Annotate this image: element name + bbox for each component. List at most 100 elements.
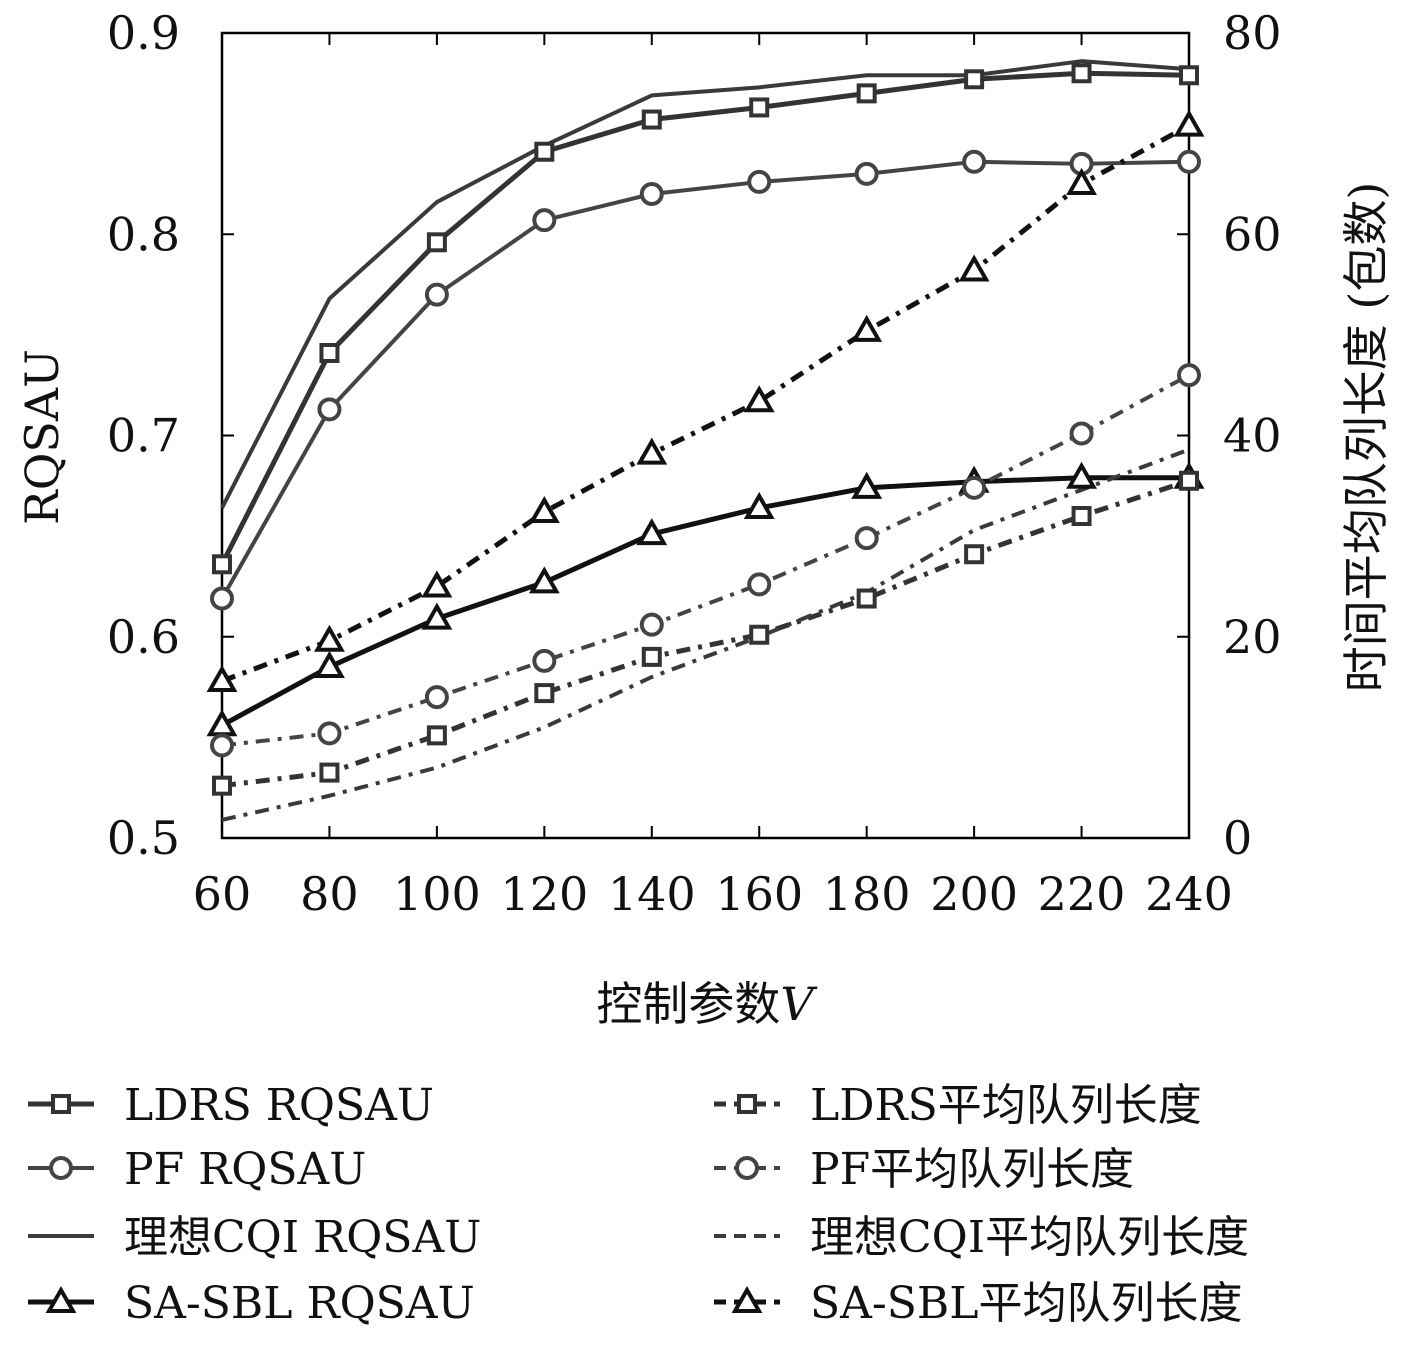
series-line-0 bbox=[219, 70, 1190, 566]
x-tick-label: 160 bbox=[715, 867, 803, 921]
x-axis-title-var: V bbox=[780, 977, 818, 1031]
legend-item: LDRS RQSAU bbox=[28, 1080, 434, 1131]
series-5-point bbox=[424, 685, 449, 710]
series-7-point bbox=[743, 385, 775, 413]
y2-tick-label: 60 bbox=[1223, 207, 1282, 261]
legend-item: 理想CQI RQSAU bbox=[28, 1212, 481, 1263]
legend: LDRS RQSAU PF RQSAU 理想CQI RQSAU SA-SBL RQSA… bbox=[28, 1080, 1249, 1329]
legend-item: SA-SBL平均队列长度 bbox=[714, 1278, 1242, 1329]
series-line-5 bbox=[221, 373, 1190, 748]
y-tick-label: 0.6 bbox=[107, 610, 180, 664]
x-tick-label: 200 bbox=[930, 867, 1018, 921]
legend-item: PF RQSAU bbox=[28, 1144, 366, 1195]
series-3-point bbox=[636, 518, 668, 546]
series-7-point bbox=[636, 437, 668, 465]
series-1-point bbox=[317, 397, 342, 422]
series-0-point bbox=[212, 554, 232, 575]
x-tick-label: 120 bbox=[500, 867, 588, 921]
series-3-point bbox=[528, 566, 560, 594]
series-line-3 bbox=[220, 475, 1189, 728]
series-4-point bbox=[749, 624, 770, 645]
series-0-point bbox=[426, 232, 447, 253]
y2-tick-label: 20 bbox=[1223, 610, 1282, 664]
series-4-point bbox=[426, 725, 447, 746]
series-line-7 bbox=[221, 123, 1191, 684]
series-1-point bbox=[962, 149, 987, 174]
series-1-point bbox=[1177, 149, 1201, 174]
y2-tick-label: 0 bbox=[1223, 811, 1252, 865]
series-5-point bbox=[317, 721, 342, 746]
x-axis-title: 控制参数V bbox=[596, 977, 818, 1031]
series-0-point bbox=[749, 97, 770, 118]
legend-item: 理想CQI平均队列长度 bbox=[714, 1212, 1249, 1263]
series-4-point bbox=[964, 544, 985, 565]
legend-marker bbox=[51, 1094, 71, 1114]
series-4-point bbox=[1071, 506, 1092, 526]
series-line-6 bbox=[221, 447, 1190, 822]
series-line-2 bbox=[220, 59, 1190, 509]
series-1-point bbox=[210, 586, 234, 611]
y2-tick-label: 80 bbox=[1223, 6, 1282, 60]
series-3-point bbox=[206, 709, 238, 737]
series-7-point bbox=[206, 664, 238, 693]
y-tick-label: 0.5 bbox=[107, 811, 180, 865]
series-0-point bbox=[1179, 65, 1199, 86]
series-3-point bbox=[1066, 461, 1098, 489]
series-5-point bbox=[747, 572, 772, 597]
series-7-point bbox=[421, 570, 453, 598]
series-4-point bbox=[319, 762, 340, 783]
series-1-point bbox=[424, 282, 449, 307]
legend-label: LDRS平均队列长度 bbox=[810, 1080, 1202, 1131]
y-tick-label: 0.9 bbox=[107, 6, 180, 60]
x-tick-label: 240 bbox=[1145, 867, 1233, 921]
y-tick-label: 0.7 bbox=[107, 409, 180, 463]
series-4-point bbox=[212, 775, 232, 796]
series-3-point bbox=[313, 650, 345, 678]
series-5-point bbox=[1069, 421, 1094, 446]
series-5-point bbox=[210, 733, 234, 758]
legend-marker bbox=[737, 1094, 757, 1114]
legend-label: 理想CQI平均队列长度 bbox=[810, 1212, 1249, 1263]
legend-label: SA-SBL RQSAU bbox=[124, 1278, 475, 1329]
series-7-point bbox=[313, 624, 345, 652]
series-5-point bbox=[962, 475, 987, 500]
legend-item: LDRS平均队列长度 bbox=[714, 1080, 1202, 1131]
y2-axis-title: 时间平均队列长度 (包数) bbox=[1339, 182, 1393, 693]
series-0-point bbox=[1071, 63, 1092, 84]
y2-tick-label: 40 bbox=[1223, 409, 1282, 463]
series-4-point bbox=[856, 588, 877, 609]
series-5-point bbox=[1177, 363, 1201, 388]
series-5-point bbox=[639, 612, 664, 637]
legend-marker bbox=[735, 1156, 759, 1180]
x-tick-label: 100 bbox=[393, 867, 481, 921]
series-3-point bbox=[421, 602, 453, 630]
series-1-point bbox=[854, 161, 879, 186]
series-4-point bbox=[1179, 470, 1199, 491]
legend-marker bbox=[49, 1156, 73, 1180]
tick-labels: 60 80 100 120 140 160 180 200 220 2400.50.60.70.8… bbox=[107, 6, 1282, 921]
series-0-point bbox=[856, 83, 877, 104]
series-7-point bbox=[528, 495, 560, 523]
legend-label: LDRS RQSAU bbox=[124, 1080, 434, 1131]
series-1-point bbox=[747, 169, 772, 194]
legend-label: 理想CQI RQSAU bbox=[124, 1212, 481, 1263]
x-tick-label: 220 bbox=[1038, 867, 1126, 921]
plot-frame bbox=[220, 31, 1191, 840]
x-tick-label: 80 bbox=[300, 867, 359, 921]
series-1-point bbox=[639, 182, 664, 206]
legend-label: PF平均队列长度 bbox=[810, 1144, 1134, 1195]
series-7-point bbox=[1173, 109, 1205, 137]
series-4-point bbox=[534, 683, 555, 704]
series-0-point bbox=[641, 109, 662, 130]
x-tick-label: 180 bbox=[823, 867, 911, 921]
series-3-point bbox=[851, 471, 883, 499]
series-0-point bbox=[964, 69, 985, 90]
series-5-point bbox=[532, 648, 557, 673]
series-4-point bbox=[641, 646, 662, 667]
series-7-point bbox=[958, 254, 990, 282]
series-line-1 bbox=[220, 159, 1190, 600]
series-1-point bbox=[532, 208, 557, 233]
series-line-4 bbox=[221, 478, 1190, 789]
series-0-point bbox=[319, 342, 340, 363]
